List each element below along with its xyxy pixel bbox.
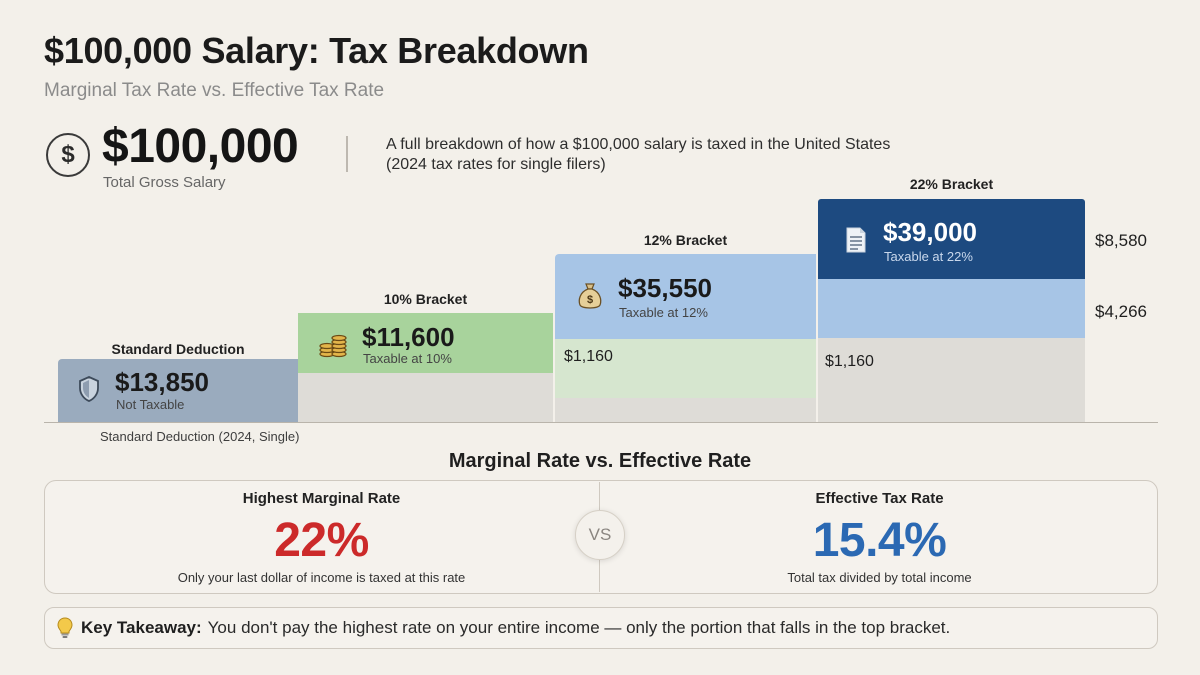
twentytwo-bracket-tax-value: $1,160 (825, 353, 874, 370)
side-value-top: $8,580 (1095, 231, 1147, 250)
key-takeaway-banner: Key Takeaway: You don't pay the highest … (44, 607, 1158, 649)
standard-deduction-amount: $13,850 (115, 367, 209, 397)
base-area-ten (298, 373, 553, 422)
twentytwo-bracket-sub: Taxable at 22% (884, 249, 973, 264)
standard-deduction-sub: Not Taxable (116, 397, 185, 412)
effective-rate-section: Effective Tax Rate 15.4% Total tax divid… (601, 490, 1158, 585)
document-icon (843, 225, 869, 255)
vs-badge: VS (575, 510, 625, 560)
shield-icon (76, 374, 102, 404)
twelve-bracket-tax-strip (555, 339, 816, 398)
effective-rate-value: 15.4% (812, 514, 947, 567)
marginal-rate-section: Highest Marginal Rate 22% Only your last… (44, 490, 599, 585)
twelve-bracket-sub: Taxable at 12% (619, 305, 708, 320)
key-takeaway-text: You don't pay the highest rate on your e… (207, 618, 951, 637)
twelve-bracket-amount: $35,550 (618, 273, 712, 303)
comparison-title: Marginal Rate vs. Effective Rate (448, 450, 752, 472)
ten-bracket-sub: Taxable at 10% (363, 351, 452, 366)
standard-deduction-label: Standard Deduction (111, 341, 245, 357)
twentytwo-bracket-mid-strip (818, 279, 1085, 338)
marginal-rate-value: 22% (274, 514, 369, 567)
ten-bracket-label: 10% Bracket (383, 291, 468, 307)
ten-bracket-amount: $11,600 (362, 322, 455, 352)
summary-description: A full breakdown of how a $100,000 salar… (386, 135, 890, 175)
lightbulb-icon (57, 617, 73, 639)
twelve-bracket-tax-value: $1,160 (564, 348, 613, 365)
marginal-rate-note: Only your last dollar of income is taxed… (177, 570, 466, 585)
gross-salary-label: Total Gross Salary (103, 174, 226, 191)
twelve-bracket-label: 12% Bracket (643, 232, 728, 248)
standard-deduction-footnote: Standard Deduction (2024, Single) (100, 429, 300, 444)
svg-text:$: $ (587, 294, 593, 306)
twentytwo-bracket-amount: $39,000 (883, 217, 977, 247)
effective-rate-heading: Effective Tax Rate (815, 490, 944, 507)
dollar-coin-icon: $ (46, 133, 90, 177)
gross-salary-amount: $100,000 (102, 120, 299, 173)
description-line-1: A full breakdown of how a $100,000 salar… (386, 136, 891, 153)
description-line-2: (2024 tax rates for single filers) (386, 156, 606, 173)
effective-rate-note: Total tax divided by total income (787, 570, 972, 585)
coins-icon (318, 330, 348, 358)
page-subtitle: Marginal Tax Rate vs. Effective Tax Rate (44, 80, 385, 101)
chart-baseline (44, 422, 1158, 423)
base-area-twelve (555, 398, 816, 422)
marginal-rate-heading: Highest Marginal Rate (242, 490, 401, 507)
key-takeaway-label: Key Takeaway: (81, 618, 202, 637)
page-title: $100,000 Salary: Tax Breakdown (44, 30, 589, 71)
money-bag-icon: $ (575, 279, 605, 311)
side-value-middle: $4,266 (1095, 302, 1147, 321)
base-area-twentytwo (818, 338, 1085, 422)
twentytwo-bracket-label: 22% Bracket (909, 176, 994, 192)
summary-divider (346, 136, 348, 172)
